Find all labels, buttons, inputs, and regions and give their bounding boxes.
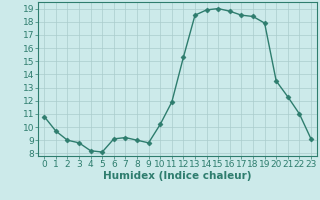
X-axis label: Humidex (Indice chaleur): Humidex (Indice chaleur) bbox=[103, 171, 252, 181]
